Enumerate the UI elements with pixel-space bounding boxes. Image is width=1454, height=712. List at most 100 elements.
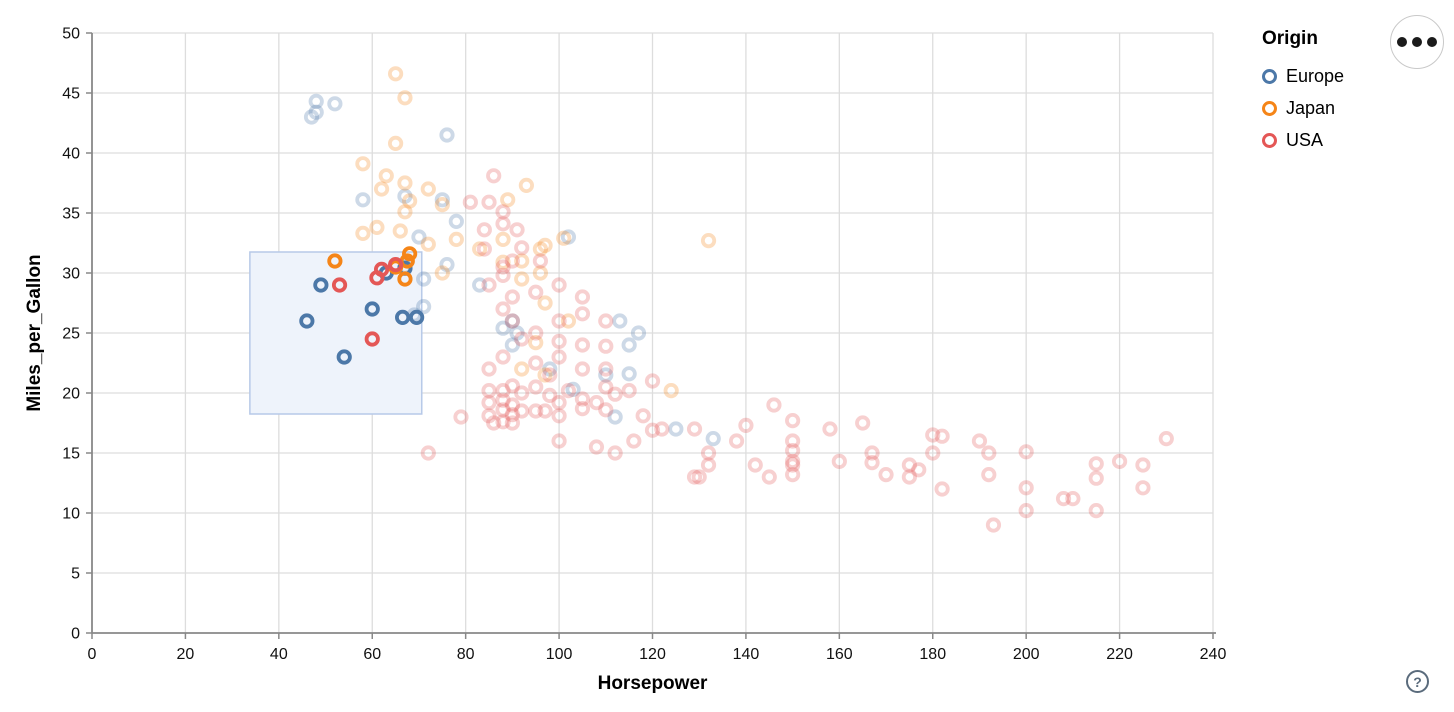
- data-point-usa: [504, 253, 520, 269]
- data-point-usa: [598, 379, 614, 395]
- y-tick-label: 35: [62, 206, 80, 223]
- data-point-usa: [981, 466, 997, 483]
- data-point-usa: [1018, 502, 1034, 519]
- data-point-usa: [654, 421, 670, 437]
- data-point-europe: [472, 277, 488, 293]
- data-point-usa: [574, 306, 591, 322]
- data-point-usa: [855, 415, 871, 431]
- data-point-usa: [495, 216, 511, 232]
- data-point-japan: [420, 181, 436, 197]
- data-point-usa: [831, 453, 847, 469]
- data-point-europe: [439, 127, 455, 143]
- data-point-usa: [981, 445, 997, 461]
- data-point-usa: [1065, 490, 1081, 507]
- data-point-europe: [355, 192, 371, 208]
- data-point-usa: [476, 222, 492, 238]
- data-point-usa: [598, 361, 614, 377]
- data-point-japan: [514, 361, 530, 377]
- data-point-usa: [588, 439, 605, 455]
- y-tick-label: 15: [62, 446, 80, 463]
- data-point-europe: [504, 337, 520, 353]
- data-point-japan: [392, 223, 408, 239]
- data-point-usa: [785, 433, 801, 449]
- data-point-usa: [514, 331, 530, 347]
- data-point-usa: [495, 204, 511, 220]
- data-point-japan: [495, 231, 511, 247]
- data-point-usa: [514, 385, 530, 401]
- data-point-usa: [551, 394, 567, 411]
- data-point-usa: [621, 382, 637, 399]
- data-point-usa: [574, 400, 591, 417]
- data-point-japan: [397, 175, 413, 191]
- data-point-japan: [495, 254, 511, 270]
- data-point-usa: [504, 289, 520, 305]
- data-point-usa: [476, 241, 492, 257]
- data-point-japan: [378, 168, 394, 184]
- data-point-usa: [934, 481, 950, 497]
- data-point-europe: [416, 298, 432, 315]
- data-point-europe: [308, 104, 324, 120]
- legend-title: Origin: [1262, 28, 1318, 49]
- legend-symbol-icon: [1262, 100, 1277, 116]
- data-point-usa: [925, 427, 941, 443]
- data-point-europe: [668, 421, 684, 437]
- y-tick-label: 45: [62, 86, 80, 103]
- data-point-japan: [500, 192, 516, 208]
- data-point-usa: [551, 349, 567, 365]
- y-tick-label: 20: [62, 386, 80, 403]
- options-menu-button[interactable]: [1390, 15, 1444, 69]
- data-point-japan: [528, 334, 544, 351]
- data-point-europe: [621, 337, 637, 353]
- data-point-usa: [481, 194, 497, 210]
- data-point-usa: [528, 379, 544, 395]
- selection-brush[interactable]: [249, 251, 423, 415]
- data-point-usa: [785, 466, 801, 483]
- data-point-japan: [369, 219, 385, 235]
- data-point-usa: [686, 469, 703, 485]
- data-point-japan: [355, 156, 371, 172]
- data-point-usa: [331, 277, 348, 293]
- legend-symbol-icon: [1262, 68, 1277, 84]
- data-point-japan: [420, 236, 436, 252]
- data-point-usa: [486, 168, 502, 184]
- data-point-usa: [453, 409, 469, 425]
- data-point-japan: [700, 233, 717, 249]
- data-point-usa: [514, 240, 530, 256]
- data-point-usa: [528, 355, 544, 371]
- data-point-japan: [397, 204, 413, 220]
- data-point-europe: [411, 229, 427, 245]
- data-point-japan: [327, 253, 343, 269]
- data-point-usa: [504, 397, 520, 413]
- data-point-usa: [481, 408, 497, 424]
- data-point-europe: [705, 430, 721, 447]
- y-tick-label: 25: [62, 326, 80, 343]
- data-point-usa: [551, 408, 567, 424]
- data-point-usa: [528, 284, 544, 300]
- gridlines: [92, 32, 1214, 633]
- ellipsis-icon: [1427, 37, 1437, 47]
- data-point-usa: [588, 394, 605, 411]
- data-point-europe: [565, 381, 581, 397]
- data-point-japan: [663, 382, 679, 399]
- y-tick-label: 50: [62, 26, 80, 43]
- data-point-usa: [1055, 490, 1072, 507]
- data-point-usa: [542, 367, 558, 383]
- data-point-usa: [481, 277, 497, 293]
- data-point-usa: [785, 453, 801, 469]
- data-point-usa: [761, 469, 777, 485]
- data-point-japan: [537, 367, 553, 383]
- data-point-europe: [313, 277, 329, 293]
- data-point-europe: [621, 366, 637, 382]
- data-point-usa: [574, 361, 591, 377]
- help-button[interactable]: ?: [1406, 670, 1429, 693]
- data-point-usa: [686, 421, 703, 437]
- data-point-usa: [504, 415, 520, 431]
- data-points: [299, 66, 1174, 533]
- y-tick-label: 10: [62, 506, 80, 523]
- data-point-japan: [355, 225, 371, 241]
- data-point-usa: [528, 325, 544, 341]
- data-point-usa: [925, 445, 941, 461]
- data-point-usa: [985, 517, 1002, 533]
- data-point-usa: [598, 402, 614, 418]
